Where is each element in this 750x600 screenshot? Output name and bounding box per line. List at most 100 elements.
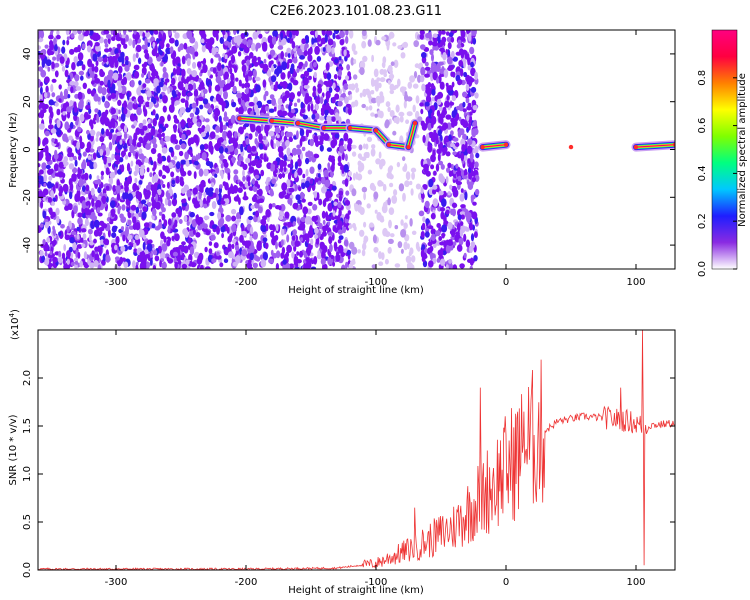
noise-blob xyxy=(197,61,202,68)
noise-blob xyxy=(258,33,263,39)
noise-blob xyxy=(105,185,110,191)
ridge-point xyxy=(321,125,327,131)
noise-blob xyxy=(260,123,264,131)
noise-blob xyxy=(93,73,98,80)
noise-blob xyxy=(446,95,450,101)
noise-blob xyxy=(359,92,363,98)
noise-blob xyxy=(69,80,76,86)
noise-blob xyxy=(167,87,171,95)
noise-blob xyxy=(60,224,65,229)
noise-blob xyxy=(103,156,107,165)
noise-blob xyxy=(205,187,210,196)
noise-blob xyxy=(167,225,171,234)
noise-blob xyxy=(440,125,447,131)
noise-blob xyxy=(347,142,352,152)
noise-blob xyxy=(192,116,198,124)
noise-blob xyxy=(168,146,174,153)
noise-blob xyxy=(76,126,82,132)
noise-blob xyxy=(48,99,54,106)
noise-blob xyxy=(169,46,174,54)
y-tick-label: 1.5 xyxy=(22,418,33,434)
noise-blob xyxy=(374,113,378,118)
noise-blob xyxy=(160,231,165,240)
noise-blob xyxy=(116,131,122,136)
colorbar-tick-label: 0.0 xyxy=(697,261,708,277)
noise-blob xyxy=(337,100,343,107)
noise-blob xyxy=(194,199,198,205)
noise-blob xyxy=(162,105,167,113)
noise-blob xyxy=(127,193,133,202)
noise-blob xyxy=(261,106,265,112)
noise-blob xyxy=(247,70,253,77)
noise-blob xyxy=(62,257,66,266)
noise-blob xyxy=(85,30,89,35)
noise-blob xyxy=(51,201,55,206)
noise-blob xyxy=(359,155,363,160)
noise-blob xyxy=(472,201,477,206)
noise-blob xyxy=(273,143,277,149)
noise-blob xyxy=(302,206,309,215)
noise-blob xyxy=(208,248,213,255)
noise-blob xyxy=(80,75,84,81)
noise-blob xyxy=(111,232,117,239)
ridge-point xyxy=(503,142,509,147)
noise-blob xyxy=(384,121,390,129)
noise-blob xyxy=(440,175,446,184)
noise-blob xyxy=(291,30,297,36)
x-tick-label: -300 xyxy=(105,577,128,588)
noise-blob xyxy=(439,81,445,90)
noise-blob xyxy=(310,266,317,269)
noise-blob xyxy=(134,164,140,173)
snr-multiplier: (x104) xyxy=(8,309,21,340)
noise-blob xyxy=(343,239,349,247)
noise-blob xyxy=(108,86,114,93)
colorbar-tick-label: 0.4 xyxy=(697,165,708,181)
noise-blob xyxy=(95,137,99,142)
noise-blob xyxy=(199,81,205,90)
noise-blob xyxy=(432,198,439,207)
noise-blob xyxy=(434,230,441,237)
noise-blob xyxy=(470,67,476,77)
noise-blob xyxy=(66,225,70,233)
noise-blob xyxy=(191,102,197,109)
noise-blob xyxy=(96,175,100,180)
noise-blob xyxy=(456,169,462,178)
noise-blob xyxy=(389,110,395,118)
noise-blob xyxy=(348,170,352,177)
noise-blob xyxy=(283,166,287,173)
noise-blob xyxy=(105,147,110,157)
noise-blob xyxy=(44,130,50,137)
noise-blob xyxy=(475,152,480,159)
noise-blob xyxy=(275,223,279,232)
noise-blob xyxy=(344,199,351,206)
noise-blob xyxy=(462,108,467,113)
noise-blob xyxy=(295,148,302,155)
noise-blob xyxy=(125,60,129,66)
noise-blob xyxy=(462,91,468,98)
noise-blob xyxy=(421,198,425,203)
noise-blob xyxy=(77,30,82,35)
noise-blob xyxy=(108,133,113,140)
noise-blob xyxy=(97,85,103,94)
noise-blob xyxy=(231,223,237,233)
noise-blob xyxy=(303,84,310,90)
noise-blob xyxy=(246,176,251,182)
noise-blob xyxy=(371,144,376,149)
noise-blob xyxy=(64,69,69,78)
noise-blob xyxy=(352,222,356,229)
noise-blob xyxy=(58,84,62,90)
noise-blob xyxy=(167,199,172,207)
noise-blob xyxy=(126,104,131,109)
noise-blob xyxy=(319,96,324,105)
noise-blob xyxy=(248,75,253,81)
noise-blob xyxy=(160,61,164,67)
noise-blob xyxy=(263,234,267,239)
noise-blob xyxy=(374,209,378,214)
noise-blob xyxy=(403,163,408,172)
noise-blob xyxy=(305,257,310,262)
y-tick-label: 40 xyxy=(22,48,33,61)
noise-blob xyxy=(325,102,329,111)
noise-blob xyxy=(77,251,81,259)
noise-blob xyxy=(43,174,48,183)
noise-blob xyxy=(44,44,49,49)
